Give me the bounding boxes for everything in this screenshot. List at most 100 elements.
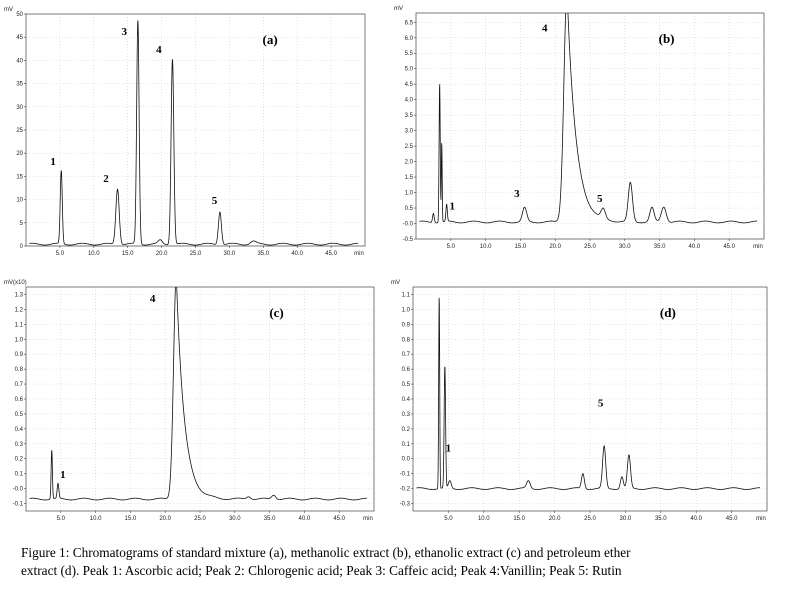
peak-label-2: 2 [103, 173, 109, 185]
y-tick-label: 0.2 [15, 457, 24, 463]
panel-label: (c) [269, 305, 283, 320]
x-tick-label: 35.0 [654, 244, 666, 250]
x-axis-unit: min [753, 244, 763, 250]
chromatogram-trace [419, 13, 758, 224]
y-tick-label: 50 [16, 12, 23, 18]
chromatogram-panel-2: 5.0 10.0 15.0 20.0 25.0 30.0 35.0 40.0 45.0 min-0… [394, 6, 765, 250]
y-tick-label: 15 [16, 174, 23, 180]
y-tick-label: 6.0 [405, 36, 414, 42]
x-tick-label: 5.0 [447, 244, 456, 250]
y-tick-label: 0.1 [15, 472, 24, 478]
y-tick-label: 0.2 [402, 427, 411, 433]
x-tick-label: 5.0 [56, 251, 65, 257]
figure-caption: Figure 1: Chromatograms of standard mixt… [21, 544, 791, 580]
x-tick-label: 15.0 [122, 251, 134, 257]
x-axis-unit: min [363, 516, 373, 522]
y-tick-label: 0.9 [15, 352, 24, 358]
y-tick-label: -0.1 [400, 472, 411, 478]
y-tick-label: 0.3 [402, 412, 411, 418]
x-tick-label: 40.0 [291, 251, 303, 257]
y-tick-label: 0.5 [405, 206, 414, 212]
y-tick-label: 1.5 [405, 175, 414, 181]
peak-label-1: 1 [50, 156, 56, 168]
x-tick-label: 10.0 [90, 516, 102, 522]
x-tick-label: 15.0 [125, 516, 137, 522]
x-tick-label: 30.0 [224, 251, 236, 257]
x-tick-label: 35.0 [264, 516, 276, 522]
y-tick-label: 0.7 [402, 352, 411, 358]
peak-label-1: 1 [449, 201, 455, 213]
x-tick-label: 30.0 [619, 244, 631, 250]
chromatogram-panel-1: 5.0 10.0 15.0 20.0 25.0 30.0 35.0 40.0 45.0 min 0 5… [4, 7, 366, 257]
chromatogram-trace [416, 297, 760, 490]
peak-label-3: 3 [514, 188, 520, 200]
peak-label-1: 1 [60, 469, 66, 481]
peak-label-4: 4 [150, 293, 156, 305]
panel-label: (b) [659, 31, 675, 46]
y-tick-label: 45 [16, 35, 23, 41]
y-tick-label: 0 [20, 244, 24, 250]
x-tick-label: 20.0 [159, 516, 171, 522]
y-tick-label: 0.0 [402, 457, 411, 463]
y-tick-label: -0.2 [400, 487, 411, 493]
y-tick-label: 4.5 [405, 82, 414, 88]
x-tick-label: 35.0 [655, 516, 667, 522]
peak-label-4: 4 [542, 23, 548, 35]
y-tick-label: -0.0 [13, 487, 24, 493]
y-tick-label: 1.3 [15, 292, 24, 298]
y-tick-label: 4.0 [405, 98, 414, 104]
y-tick-label: 0.5 [15, 412, 24, 418]
y-tick-label: 0.6 [402, 367, 411, 373]
x-tick-label: 10.0 [480, 244, 492, 250]
y-tick-label: 3.0 [405, 129, 414, 135]
y-tick-label: 5.5 [405, 51, 414, 57]
x-tick-label: 10.0 [88, 251, 100, 257]
peak-label-5: 5 [597, 193, 603, 205]
y-tick-label: 25 [16, 128, 23, 134]
y-tick-label: 0.9 [402, 322, 411, 328]
x-tick-label: 20.0 [156, 251, 168, 257]
x-tick-label: 35.0 [257, 251, 269, 257]
y-axis-unit: mV(x10) [4, 280, 27, 286]
x-tick-label: 30.0 [620, 516, 632, 522]
y-axis-unit: mV [391, 280, 400, 286]
x-tick-label: 40.0 [689, 244, 701, 250]
caption-line-1: Figure 1: Chromatograms of standard mixt… [21, 545, 631, 560]
y-tick-label: -0.5 [403, 237, 414, 243]
y-tick-label: 1.0 [405, 191, 414, 197]
peak-label-3: 3 [122, 26, 128, 38]
chromatogram-panel-3: 5.0 10.0 15.0 20.0 25.0 30.0 35.0 40.0 45.0 min -0… [4, 280, 375, 522]
y-tick-label: -0.3 [400, 502, 411, 508]
y-tick-label: 3.5 [405, 113, 414, 119]
panel-label: (d) [660, 305, 676, 320]
y-tick-label: 1.0 [15, 337, 24, 343]
x-tick-label: 45.0 [325, 251, 337, 257]
y-tick-label: 0.8 [15, 367, 24, 373]
y-tick-label: 0.1 [402, 442, 411, 448]
y-tick-label: 10 [16, 198, 23, 204]
x-tick-label: 10.0 [478, 516, 490, 522]
peak-label-4: 4 [156, 44, 162, 56]
panel-label: (a) [262, 32, 277, 47]
y-axis-unit: mV [394, 6, 403, 12]
y-tick-label: 1.1 [402, 292, 411, 298]
y-tick-label: 5.0 [405, 67, 414, 73]
y-tick-label: 6.5 [405, 20, 414, 26]
y-tick-label: 1.2 [15, 307, 24, 313]
y-tick-label: 30 [16, 105, 23, 111]
y-tick-label: 0.6 [15, 397, 24, 403]
y-tick-label: 2.0 [405, 160, 414, 166]
x-axis-unit: min [756, 516, 766, 522]
chromatogram-trace [29, 287, 368, 501]
x-tick-label: 20.0 [549, 516, 561, 522]
x-tick-label: 40.0 [299, 516, 311, 522]
x-tick-label: 25.0 [584, 516, 596, 522]
chromatogram-panel-4: 5.0 10.0 15.0 20.0 25.0 30.0 35.0 40.0 45.0 min-0… [391, 280, 768, 522]
y-tick-label: 0.8 [402, 337, 411, 343]
peak-label-1: 1 [446, 442, 452, 454]
chromatogram-trace [29, 20, 359, 246]
x-tick-label: 30.0 [229, 516, 241, 522]
x-tick-label: 25.0 [190, 251, 202, 257]
y-tick-label: 35 [16, 82, 23, 88]
